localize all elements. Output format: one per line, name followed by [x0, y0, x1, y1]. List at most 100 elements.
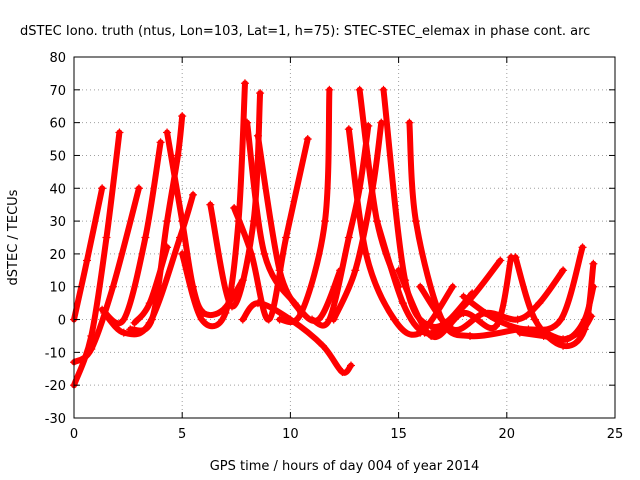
data-point	[141, 233, 150, 242]
data-point	[156, 138, 165, 147]
chart-title: dSTEC Iono. truth (ntus, Lon=103, Lat=1,…	[20, 24, 590, 39]
arc-line	[71, 129, 123, 389]
data-point	[448, 282, 457, 291]
y-tick-label: 0	[58, 314, 66, 329]
y-tick-label: 10	[49, 281, 66, 296]
axis-ticks: 0 5 10 15 20 25 -30 -20 -10 0 10 20 30 40 50 60 70 80	[45, 51, 624, 442]
data-point	[427, 322, 436, 331]
data-point	[394, 266, 403, 275]
data-point	[379, 85, 388, 94]
data-point	[308, 315, 317, 324]
data-point	[108, 282, 117, 291]
series-arc-6	[126, 112, 187, 334]
data-point	[511, 253, 520, 262]
data-point	[427, 331, 436, 340]
data-point	[221, 308, 230, 317]
y-tick-label: 70	[49, 84, 66, 99]
series-arc-7	[130, 243, 172, 327]
data-point	[338, 368, 347, 377]
data-point	[247, 249, 256, 258]
data-point	[459, 308, 468, 317]
data-point	[297, 308, 306, 317]
series-arc-11	[230, 135, 312, 324]
data-point	[513, 315, 522, 324]
data-point	[230, 203, 239, 212]
data-point	[82, 256, 91, 265]
data-point	[321, 217, 330, 226]
data-point	[275, 315, 284, 324]
data-point	[416, 282, 425, 291]
data-point	[578, 325, 587, 334]
series-arc-16	[308, 121, 373, 329]
data-point	[173, 151, 182, 160]
y-tick-label: 80	[49, 51, 66, 66]
data-point	[163, 128, 172, 137]
data-point	[405, 118, 414, 127]
data-point	[398, 299, 407, 308]
data-point	[243, 118, 252, 127]
data-point	[102, 233, 111, 242]
data-point	[355, 85, 364, 94]
data-point	[253, 299, 262, 308]
data-point	[282, 233, 291, 242]
arc-line	[330, 119, 385, 323]
series-arc-20	[372, 217, 477, 337]
arc-line	[244, 119, 344, 324]
data-point	[535, 299, 544, 308]
data-point	[466, 331, 475, 340]
y-tick-label: -10	[45, 346, 66, 361]
y-tick-label: 30	[49, 215, 66, 230]
data-point	[459, 292, 468, 301]
arc-line	[276, 86, 333, 326]
data-point	[119, 328, 128, 337]
data-point	[559, 335, 568, 344]
data-point	[240, 79, 249, 88]
series-arc-15	[275, 85, 334, 326]
data-point	[260, 249, 269, 258]
data-point	[346, 361, 355, 370]
x-tick-label: 0	[70, 427, 78, 442]
plot-frame	[73, 56, 616, 419]
series-arc-25	[459, 243, 587, 334]
data-point	[126, 325, 135, 334]
data-point	[189, 190, 198, 199]
arc-line	[127, 113, 186, 334]
arc-line	[231, 136, 311, 323]
data-point	[178, 217, 187, 226]
data-point	[290, 299, 299, 308]
arc-line	[417, 267, 567, 333]
data-point	[496, 256, 505, 265]
data-point	[515, 328, 524, 337]
y-tick-label: -20	[45, 379, 66, 394]
y-axis-label: dSTEC / TECUs	[6, 189, 21, 285]
y-tick-label: -30	[45, 412, 66, 427]
data-point	[115, 128, 124, 137]
series-layer	[70, 79, 598, 390]
data-point	[325, 85, 334, 94]
data-point	[134, 184, 143, 193]
y-tick-label: 60	[49, 117, 66, 132]
data-point	[145, 299, 154, 308]
data-point	[98, 184, 107, 193]
data-point	[390, 315, 399, 324]
data-point	[587, 312, 596, 321]
data-point	[303, 135, 312, 144]
data-point	[178, 112, 187, 121]
x-tick-label: 10	[282, 427, 299, 442]
y-tick-label: 40	[49, 182, 66, 197]
data-point	[589, 282, 598, 291]
y-tick-label: 20	[49, 248, 66, 263]
data-point	[227, 302, 236, 311]
arc-line	[536, 313, 595, 343]
data-point	[87, 345, 96, 354]
x-tick-label: 5	[178, 427, 186, 442]
series-arc-22	[394, 253, 516, 341]
data-point	[318, 341, 327, 350]
data-point	[197, 315, 206, 324]
data-point	[119, 315, 128, 324]
x-axis-label: GPS time / hours of day 004 of year 2014	[210, 459, 480, 474]
series-arc-28	[535, 312, 596, 344]
data-point	[491, 315, 500, 324]
data-point	[100, 308, 109, 317]
